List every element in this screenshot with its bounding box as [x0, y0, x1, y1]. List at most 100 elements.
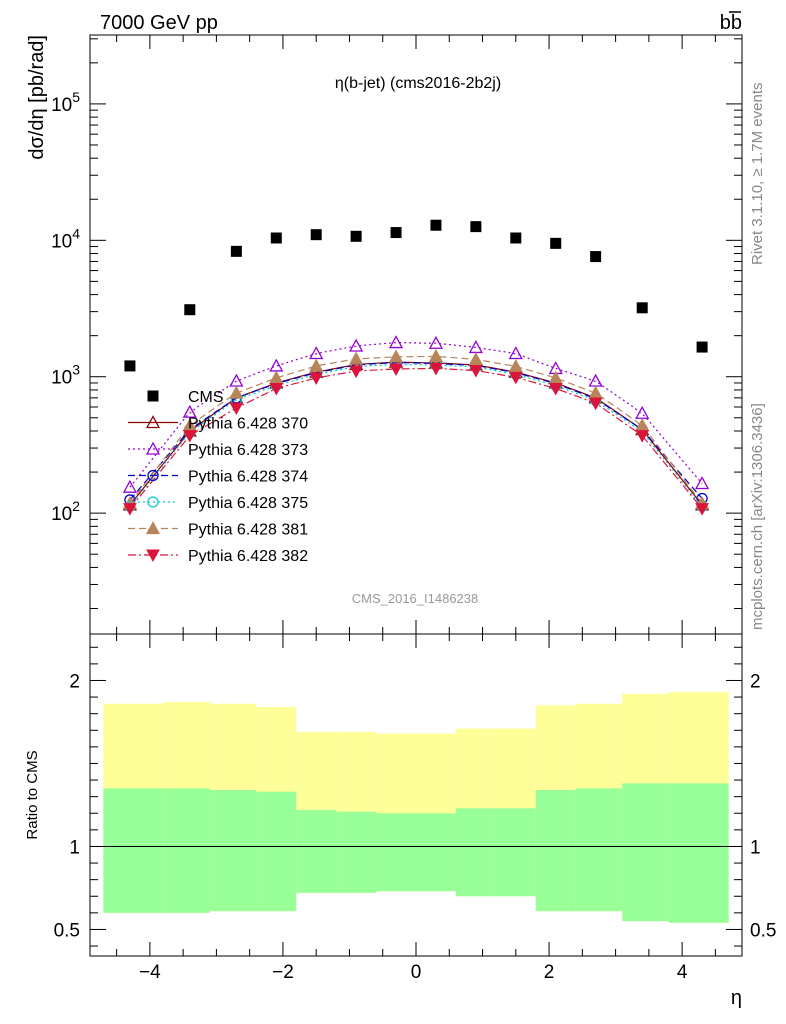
legend-label: CMS	[188, 389, 224, 406]
data-point	[508, 371, 523, 385]
data-point	[310, 229, 322, 241]
data-point	[309, 372, 324, 385]
legend-item: Pythia 6.428 375	[128, 495, 308, 512]
header-right: bb	[720, 11, 742, 34]
watermark: CMS_2016_I1486238	[352, 591, 479, 606]
chart-title: η(b-jet) (cms2016-2b2j)	[335, 75, 501, 92]
data-point	[349, 365, 363, 379]
data-point	[636, 302, 648, 314]
legend-label: Pythia 6.428 382	[188, 548, 308, 565]
legend-item: CMS	[147, 389, 224, 406]
series-line	[129, 341, 703, 488]
ratio-bands	[103, 692, 729, 923]
data-point	[388, 335, 404, 349]
data-point	[309, 358, 324, 372]
uncertainty-band	[668, 783, 729, 923]
ratio-ticks: 0.5 0.5 1 1 2 2 −4 −2 0 2 4	[54, 634, 776, 983]
ratio-y-tick-label-right: 0.5	[750, 920, 776, 941]
header-right-label: bb	[720, 12, 742, 34]
data-point	[147, 496, 159, 508]
legend-item: Pythia 6.428 373	[128, 441, 308, 459]
data-point	[230, 245, 242, 257]
legend-label: Pythia 6.428 370	[188, 416, 308, 433]
data-point	[389, 363, 403, 377]
series-line	[129, 363, 703, 507]
data-point	[635, 418, 650, 432]
series-line	[129, 367, 703, 509]
data-point	[428, 335, 444, 349]
legend-label: Pythia 6.428 381	[188, 522, 308, 539]
ratio-y-tick-label-right: 2	[750, 671, 761, 692]
y-tick-label: 105	[51, 89, 80, 116]
series	[122, 349, 710, 509]
uncertainty-band	[495, 808, 536, 897]
data-point	[147, 390, 159, 402]
data-point	[696, 341, 708, 353]
data-point	[349, 351, 364, 365]
data-point	[182, 404, 197, 418]
header-left: 7000 GeV pp	[100, 12, 218, 34]
y-axis-label: dσ/dη [pb/rad]	[26, 35, 48, 160]
y-tick-label: 102	[51, 498, 80, 525]
x-axis-label: η	[731, 987, 742, 1009]
data-point	[229, 402, 244, 416]
series	[124, 219, 708, 372]
data-point	[124, 360, 136, 372]
series-line	[129, 361, 703, 501]
y-tick-label: 103	[51, 362, 80, 389]
data-point	[468, 352, 483, 366]
data-point	[635, 430, 650, 443]
data-point	[182, 430, 197, 443]
uncertainty-band	[416, 813, 456, 892]
data-point	[508, 359, 523, 373]
ratio-y-tick-label: 2	[69, 671, 80, 692]
data-point	[548, 382, 563, 396]
ratio-y-tick-label: 0.5	[54, 920, 80, 941]
data-point	[430, 219, 442, 231]
data-point	[510, 232, 522, 244]
ratio-frame	[89, 633, 743, 957]
data-point	[588, 385, 603, 399]
data-point	[635, 405, 650, 419]
x-tick-label: 2	[544, 962, 555, 983]
uncertainty-band	[455, 808, 496, 897]
data-point	[184, 304, 196, 316]
legend: CMS Pythia 6.428 370 Pythia 6.428 373 Pythi…	[128, 389, 308, 565]
uncertainty-band	[103, 788, 164, 913]
data-point	[548, 370, 563, 384]
x-tick-label: −2	[272, 962, 294, 983]
data-point	[390, 227, 402, 239]
uncertainty-band	[163, 788, 210, 913]
uncertainty-band	[256, 791, 297, 912]
data-point	[145, 521, 161, 535]
rivet-label: Rivet 3.1.10, ≥ 1.7M events	[749, 83, 766, 266]
ratio-y-tick-label-right: 1	[750, 837, 761, 858]
data-point	[269, 382, 284, 396]
legend-label: Pythia 6.428 375	[188, 495, 308, 512]
uncertainty-band	[622, 783, 669, 922]
uncertainty-band	[535, 790, 576, 912]
legend-item: Pythia 6.428 381	[128, 521, 308, 539]
data-point	[694, 476, 710, 490]
series	[122, 354, 710, 511]
uncertainty-band	[575, 788, 623, 912]
series	[123, 362, 709, 516]
data-point	[270, 232, 282, 244]
legend-label: Pythia 6.428 373	[188, 442, 308, 459]
data-point	[388, 349, 404, 363]
legend-item: Pythia 6.428 370	[128, 415, 308, 433]
ratio-y-label: Ratio to CMS	[24, 750, 41, 839]
data-point	[428, 349, 444, 363]
legend-item: Pythia 6.428 374	[128, 469, 308, 486]
data-point	[429, 362, 443, 376]
x-tick-label: 4	[677, 962, 688, 983]
data-point	[695, 503, 709, 516]
data-point	[269, 358, 284, 372]
data-point	[350, 230, 362, 242]
main-series	[122, 219, 710, 516]
mcplots-label: mcplots.cern.ch [arXiv:1306.3436]	[749, 403, 766, 630]
data-point	[145, 441, 161, 455]
main-frame	[89, 34, 743, 635]
uncertainty-band	[376, 813, 416, 892]
